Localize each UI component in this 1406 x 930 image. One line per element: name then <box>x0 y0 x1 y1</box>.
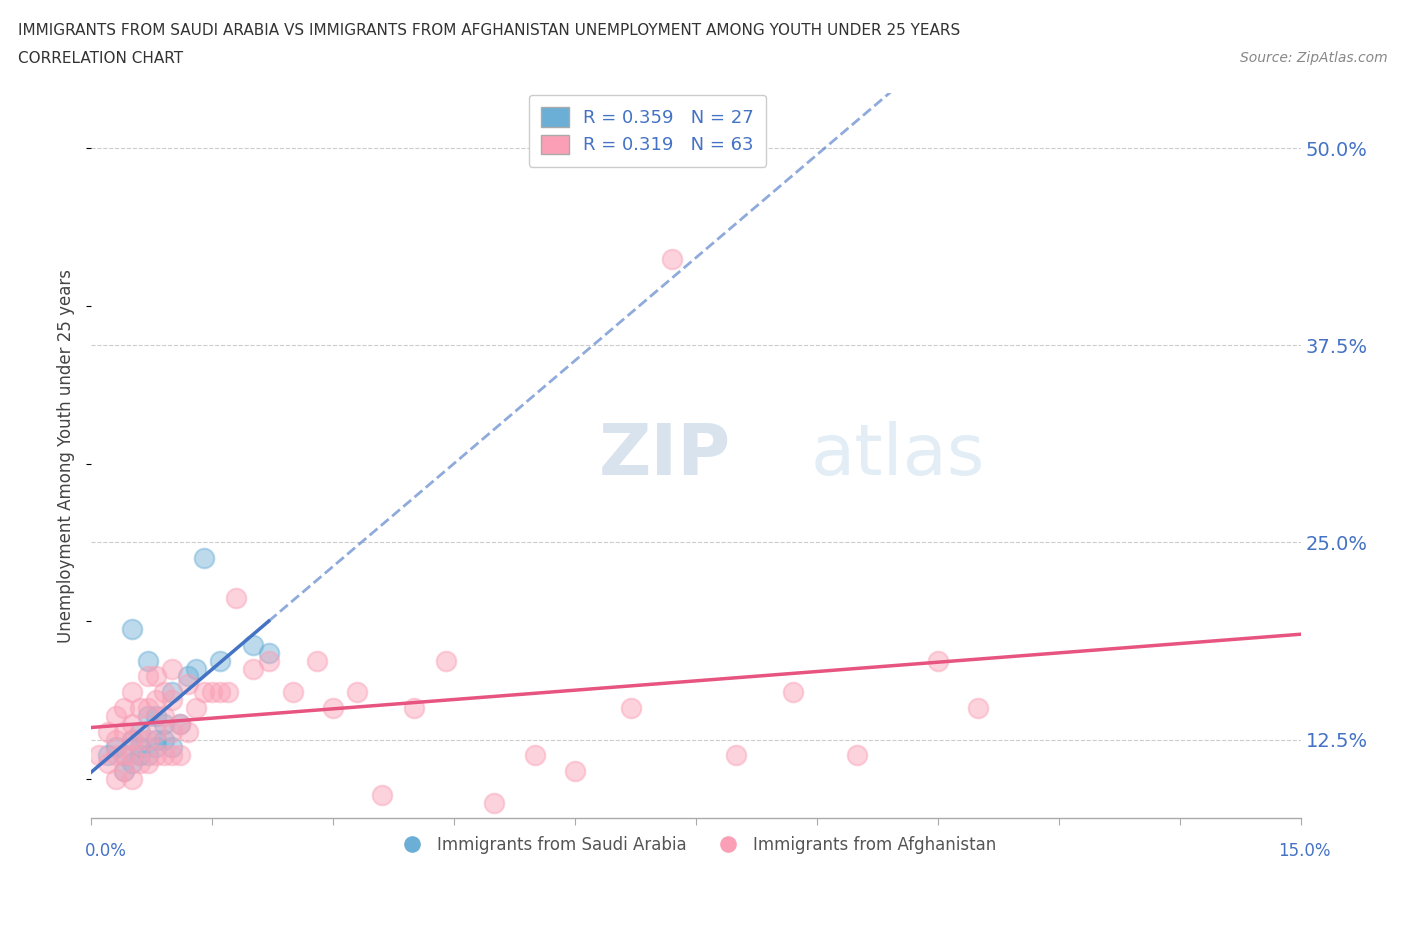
Point <box>564 764 586 778</box>
Point <box>967 700 990 715</box>
Point <box>169 748 191 763</box>
Point <box>160 748 183 763</box>
Point <box>153 716 176 731</box>
Point <box>136 709 159 724</box>
Text: atlas: atlas <box>811 421 986 490</box>
Point <box>160 740 183 755</box>
Point <box>128 700 150 715</box>
Point <box>725 748 748 763</box>
Point <box>523 748 546 763</box>
Point <box>370 788 392 803</box>
Point <box>104 709 127 724</box>
Point <box>193 551 215 565</box>
Point <box>434 653 457 668</box>
Point <box>145 693 167 708</box>
Point <box>136 669 159 684</box>
Point <box>145 724 167 739</box>
Point <box>153 684 176 699</box>
Point <box>112 748 135 763</box>
Point <box>128 748 150 763</box>
Point <box>281 684 304 699</box>
Text: CORRELATION CHART: CORRELATION CHART <box>18 51 183 66</box>
Point <box>484 795 506 810</box>
Point <box>112 724 135 739</box>
Point <box>322 700 344 715</box>
Point <box>160 684 183 699</box>
Point <box>104 748 127 763</box>
Point <box>121 716 143 731</box>
Point <box>153 732 176 747</box>
Point <box>927 653 949 668</box>
Point <box>846 748 869 763</box>
Point <box>128 740 150 755</box>
Point <box>121 756 143 771</box>
Point <box>112 764 135 778</box>
Point <box>104 732 127 747</box>
Point <box>307 653 329 668</box>
Point <box>242 661 264 676</box>
Point <box>169 716 191 731</box>
Point <box>186 700 208 715</box>
Point <box>160 661 183 676</box>
Point <box>145 732 167 747</box>
Point <box>89 748 111 763</box>
Text: 0.0%: 0.0% <box>84 842 127 860</box>
Text: 15.0%: 15.0% <box>1278 842 1331 860</box>
Point <box>160 724 183 739</box>
Point <box>136 653 159 668</box>
Point <box>96 724 118 739</box>
Point <box>782 684 804 699</box>
Point <box>128 756 150 771</box>
Point <box>201 684 224 699</box>
Text: ZIP: ZIP <box>599 421 731 490</box>
Point <box>186 661 208 676</box>
Point <box>104 740 127 755</box>
Point <box>193 684 215 699</box>
Point <box>217 684 239 699</box>
Text: Source: ZipAtlas.com: Source: ZipAtlas.com <box>1240 51 1388 65</box>
Point <box>121 732 143 747</box>
Point <box>242 637 264 652</box>
Point <box>177 724 200 739</box>
Point <box>96 748 118 763</box>
Point <box>145 669 167 684</box>
Point <box>160 693 183 708</box>
Point <box>661 251 683 266</box>
Y-axis label: Unemployment Among Youth under 25 years: Unemployment Among Youth under 25 years <box>58 269 76 643</box>
Point <box>128 724 150 739</box>
Point <box>104 772 127 787</box>
Legend: Immigrants from Saudi Arabia, Immigrants from Afghanistan: Immigrants from Saudi Arabia, Immigrants… <box>388 830 1004 861</box>
Point <box>620 700 643 715</box>
Point <box>112 764 135 778</box>
Point <box>209 653 232 668</box>
Point <box>136 748 159 763</box>
Point <box>346 684 368 699</box>
Point <box>96 756 118 771</box>
Point <box>145 748 167 763</box>
Point <box>169 716 191 731</box>
Point <box>257 645 280 660</box>
Point <box>121 748 143 763</box>
Point <box>225 591 247 605</box>
Point <box>121 772 143 787</box>
Point <box>145 740 167 755</box>
Point <box>153 709 176 724</box>
Point <box>128 732 150 747</box>
Text: IMMIGRANTS FROM SAUDI ARABIA VS IMMIGRANTS FROM AFGHANISTAN UNEMPLOYMENT AMONG Y: IMMIGRANTS FROM SAUDI ARABIA VS IMMIGRAN… <box>18 23 960 38</box>
Point <box>136 756 159 771</box>
Point <box>209 684 232 699</box>
Point <box>121 684 143 699</box>
Point <box>402 700 425 715</box>
Point <box>112 748 135 763</box>
Point <box>121 732 143 747</box>
Point <box>136 700 159 715</box>
Point <box>145 709 167 724</box>
Point <box>136 732 159 747</box>
Point <box>177 677 200 692</box>
Point <box>112 700 135 715</box>
Point <box>121 622 143 637</box>
Point <box>257 653 280 668</box>
Point <box>153 748 176 763</box>
Point <box>177 669 200 684</box>
